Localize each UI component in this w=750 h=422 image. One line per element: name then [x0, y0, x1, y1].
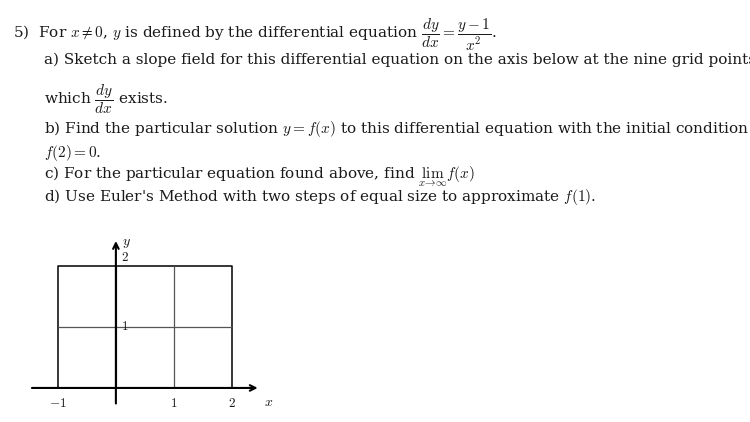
Text: c) For the particular equation found above, find $\lim_{x \to \infty} f(x)$: c) For the particular equation found abo…: [44, 165, 474, 189]
Text: d) Use Euler's Method with two steps of equal size to approximate $f(1)$.: d) Use Euler's Method with two steps of …: [44, 187, 596, 206]
Text: $-1$: $-1$: [50, 397, 67, 410]
Text: $2$: $2$: [121, 252, 128, 265]
Text: $x$: $x$: [264, 395, 273, 409]
Text: $1$: $1$: [170, 397, 178, 410]
Text: $2$: $2$: [227, 397, 236, 410]
Text: $f(2) = 0$.: $f(2) = 0$.: [44, 143, 100, 163]
Text: 5)  For $x \neq 0$, $y$ is defined by the differential equation $\dfrac{dy}{dx} : 5) For $x \neq 0$, $y$ is defined by the…: [13, 17, 497, 53]
Text: b) Find the particular solution $y = f(x)$ to this differential equation with th: b) Find the particular solution $y = f(x…: [44, 119, 748, 139]
Text: $y$: $y$: [122, 236, 130, 250]
Text: a) Sketch a slope field for this differential equation on the axis below at the : a) Sketch a slope field for this differe…: [44, 53, 750, 67]
Text: $1$: $1$: [121, 320, 128, 333]
Text: which $\dfrac{dy}{dx}$ exists.: which $\dfrac{dy}{dx}$ exists.: [44, 82, 167, 116]
